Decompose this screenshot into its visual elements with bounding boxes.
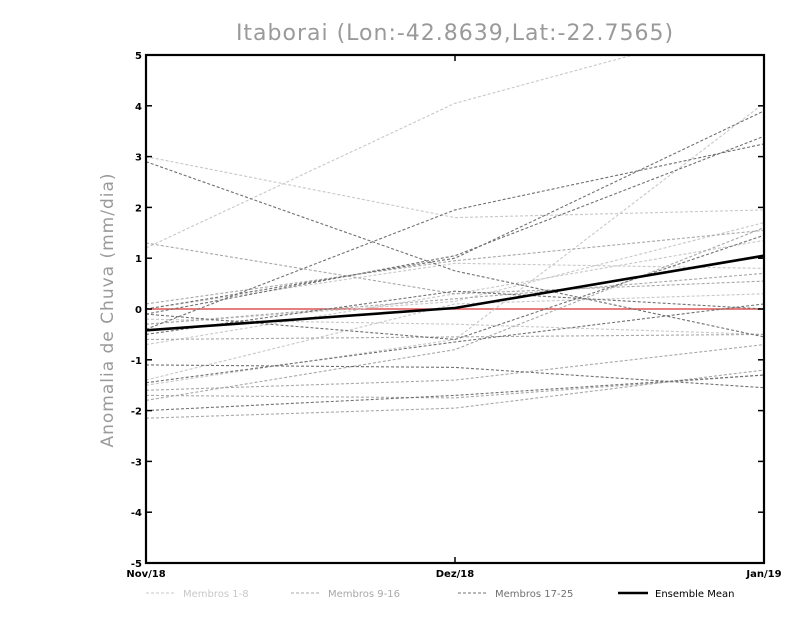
series-line-group1-member1 (146, 55, 635, 249)
series-line-group2-member3 (146, 344, 764, 391)
y-tick-label: -1 (131, 356, 142, 367)
legend-label: Membros 17-25 (495, 589, 573, 600)
series-line-group3-member7 (146, 234, 764, 341)
y-tick-label: -3 (131, 457, 142, 468)
series-line-group3-member3 (146, 110, 764, 310)
series-line-group2-member1 (146, 242, 764, 295)
series-line-group2-member6 (146, 333, 764, 341)
series-line-group2-member8 (146, 374, 764, 399)
series-line-group1-member8 (146, 318, 764, 335)
x-tick-label: Dez/18 (436, 569, 475, 580)
series-line-group3-member5 (146, 364, 764, 389)
series-line-group3-member8 (146, 303, 764, 384)
series-line-group1-member2 (146, 156, 764, 219)
y-tick-label: 0 (135, 305, 142, 316)
series-line-group2-member4 (146, 369, 764, 419)
series-line-group2-member5 (146, 227, 764, 401)
legend-label: Ensemble Mean (655, 589, 734, 600)
series-line-group2-member7 (146, 272, 764, 325)
y-tick-label: -2 (131, 407, 142, 418)
y-tick-label: -5 (131, 559, 142, 570)
series-line-group1-member3 (146, 222, 764, 325)
ensemble-mean-line (146, 254, 764, 332)
legend: Membros 1-8 Membros 9-16 Membros 17-25 Ense… (146, 589, 734, 600)
series-layer (146, 55, 764, 419)
series-line-group3-member1 (146, 161, 764, 338)
series-line-group3-member4 (146, 135, 764, 315)
y-tick-label: 4 (135, 102, 142, 113)
series-line-group3-member2 (146, 143, 764, 330)
legend-label: Membros 9-16 (328, 589, 400, 600)
y-tick-label: -4 (131, 508, 142, 519)
chart-title: Itaborai (Lon:-42.8639,Lat:-22.7565) (236, 21, 674, 46)
series-line-group1-member6 (146, 102, 764, 386)
series-line-group1-member5 (146, 262, 764, 310)
y-tick-label: 3 (135, 153, 142, 164)
legend-label: Membros 1-8 (183, 589, 249, 600)
y-axis-label: Anomalia de Chuva (mm/dia) (98, 172, 118, 447)
y-tick-label: 5 (135, 51, 142, 62)
series-line-group3-member6 (146, 374, 764, 412)
series-line-group1-member4 (146, 239, 764, 346)
series-line-group2-member2 (146, 229, 764, 305)
x-tick-label: Jan/19 (745, 569, 781, 580)
x-tick-label: Nov/18 (126, 569, 165, 580)
y-tick-label: 1 (135, 254, 142, 265)
series-line-group3-member9 (146, 290, 764, 335)
y-tick-label: 2 (135, 203, 142, 214)
series-line-group1-member7 (146, 293, 764, 381)
